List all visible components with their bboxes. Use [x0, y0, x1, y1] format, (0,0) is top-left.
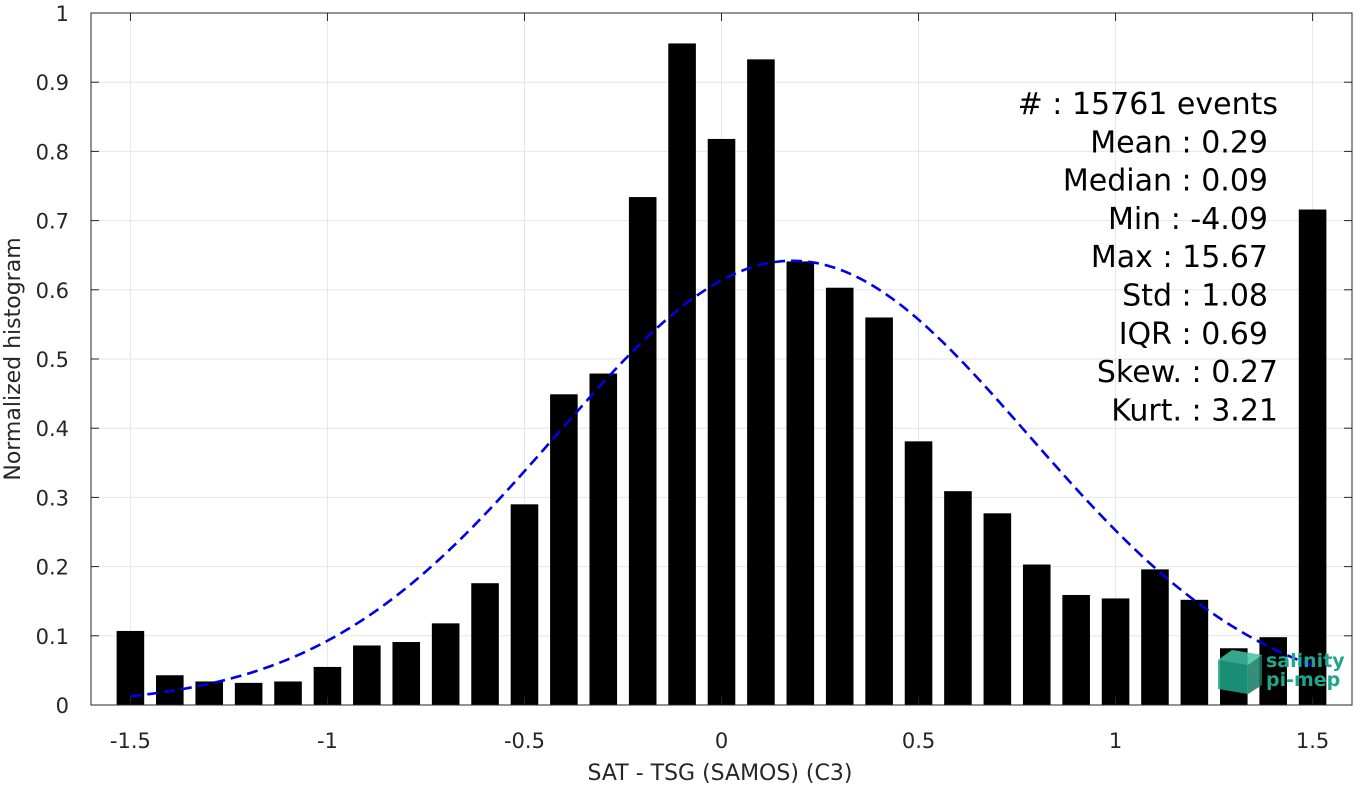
- salinity-pi-mep-logo: salinity pi-mep: [1218, 650, 1345, 694]
- y-tick-label: 0.9: [36, 71, 69, 95]
- y-tick-label: 0.6: [36, 279, 69, 303]
- stat-line: # : 15761 events: [1018, 87, 1278, 122]
- y-tick-label: 0.5: [36, 348, 69, 372]
- stat-line: Skew. : 0.27: [1097, 355, 1278, 390]
- stat-line: Median : 0.09: [1063, 164, 1268, 199]
- histogram-bar: [944, 491, 972, 705]
- stat-line: IQR : 0.69: [1119, 317, 1268, 352]
- histogram-bar: [471, 583, 499, 705]
- histogram-bar: [116, 630, 145, 705]
- histogram-bar: [786, 261, 815, 705]
- histogram-bar: [747, 59, 775, 705]
- histogram-bar: [1062, 594, 1090, 705]
- histogram-bar: [274, 681, 302, 705]
- cube-icon: [1218, 650, 1262, 694]
- histogram-bar: [628, 197, 657, 705]
- histogram-bar: [392, 642, 421, 705]
- histogram-bar: [983, 513, 1012, 705]
- y-tick-label: 0.2: [36, 556, 69, 580]
- y-axis-ticks: 0 0.1 0.2 0.3 0.4 0.5 0.6 0.7 0.8 0.9 1: [36, 2, 1352, 718]
- y-axis-label: Normalized histogram: [1, 237, 26, 480]
- histogram-bar: [1141, 569, 1169, 705]
- y-tick-label: 0.4: [36, 417, 69, 441]
- y-tick-label: 0.3: [36, 486, 69, 510]
- histogram-bar: [1022, 564, 1051, 705]
- histogram-bar: [1180, 599, 1209, 705]
- x-axis-label: SAT - TSG (SAMOS) (C3): [588, 761, 853, 785]
- histogram-bar: [904, 441, 933, 705]
- histogram-bar: [589, 373, 618, 705]
- histogram-bar: [707, 138, 736, 706]
- logo-text-salinity: salinity: [1266, 650, 1345, 672]
- histogram-bar: [825, 287, 854, 705]
- histogram-bars: [116, 43, 1327, 706]
- histogram-bar: [1298, 209, 1327, 705]
- y-tick-label: 0: [56, 694, 69, 718]
- stat-line: Max : 15.67: [1091, 240, 1268, 275]
- x-tick-label: 1.5: [1296, 729, 1329, 753]
- y-tick-label: 1: [56, 2, 69, 26]
- y-tick-label: 0.8: [36, 140, 69, 164]
- x-tick-label: 1: [1109, 729, 1122, 753]
- histogram-bar: [865, 317, 893, 705]
- histogram-bar: [550, 394, 578, 705]
- stat-line: Mean : 0.29: [1090, 125, 1268, 160]
- histogram-bar: [668, 43, 696, 705]
- normal-fit-curve: [130, 259, 1314, 698]
- histogram-bar: [510, 504, 539, 705]
- x-tick-label: -1.5: [110, 729, 151, 753]
- y-tick-label: 0.1: [36, 625, 69, 649]
- logo-text-pi-mep: pi-mep: [1266, 669, 1340, 691]
- histogram-bar: [1101, 598, 1130, 705]
- x-axis-ticks: -1.5 -1 -0.5 0 0.5 1 1.5: [110, 13, 1329, 753]
- histogram-bar: [431, 623, 460, 705]
- y-tick-label: 0.7: [36, 210, 69, 234]
- x-tick-label: 0.5: [902, 729, 935, 753]
- x-tick-label: 0: [715, 729, 728, 753]
- histogram-bar: [234, 682, 263, 705]
- stat-line: Std : 1.08: [1122, 279, 1268, 314]
- x-tick-label: -1: [317, 729, 338, 753]
- histogram-bar: [195, 681, 224, 705]
- stat-line: Kurt. : 3.21: [1111, 393, 1278, 428]
- x-tick-label: -0.5: [504, 729, 545, 753]
- histogram-bar: [353, 645, 381, 705]
- stat-line: Min : -4.09: [1108, 202, 1268, 237]
